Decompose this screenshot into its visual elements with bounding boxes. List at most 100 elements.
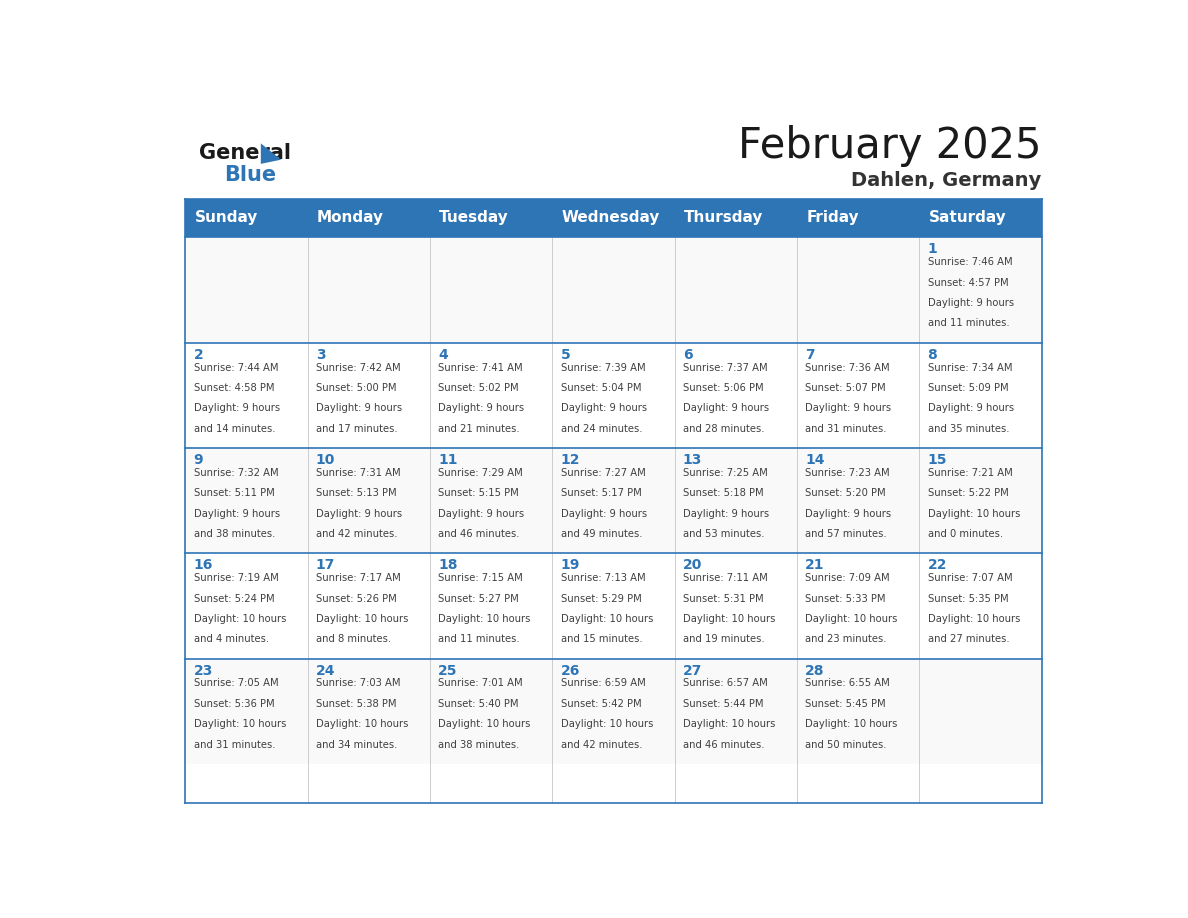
Text: Sunrise: 7:39 AM: Sunrise: 7:39 AM bbox=[561, 363, 645, 373]
Text: and 4 minutes.: and 4 minutes. bbox=[194, 634, 268, 644]
Text: Daylight: 9 hours: Daylight: 9 hours bbox=[928, 403, 1013, 413]
Text: Sunset: 5:02 PM: Sunset: 5:02 PM bbox=[438, 383, 519, 393]
Text: Sunrise: 7:03 AM: Sunrise: 7:03 AM bbox=[316, 678, 400, 688]
Text: and 38 minutes.: and 38 minutes. bbox=[438, 740, 519, 750]
Text: and 50 minutes.: and 50 minutes. bbox=[805, 740, 886, 750]
Text: and 35 minutes.: and 35 minutes. bbox=[928, 424, 1009, 433]
Text: Daylight: 9 hours: Daylight: 9 hours bbox=[683, 403, 769, 413]
Text: Sunrise: 7:44 AM: Sunrise: 7:44 AM bbox=[194, 363, 278, 373]
Text: and 53 minutes.: and 53 minutes. bbox=[683, 529, 764, 539]
Text: Sunrise: 7:34 AM: Sunrise: 7:34 AM bbox=[928, 363, 1012, 373]
Text: and 27 minutes.: and 27 minutes. bbox=[928, 634, 1009, 644]
Text: Sunrise: 7:15 AM: Sunrise: 7:15 AM bbox=[438, 573, 523, 583]
Text: 14: 14 bbox=[805, 453, 824, 467]
Text: Daylight: 9 hours: Daylight: 9 hours bbox=[438, 509, 524, 519]
Bar bbox=[552, 448, 675, 554]
Bar bbox=[552, 238, 675, 342]
Text: and 28 minutes.: and 28 minutes. bbox=[683, 424, 764, 433]
Text: and 23 minutes.: and 23 minutes. bbox=[805, 634, 886, 644]
Bar bbox=[920, 448, 1042, 554]
Text: 18: 18 bbox=[438, 558, 457, 572]
Text: Sunset: 5:36 PM: Sunset: 5:36 PM bbox=[194, 699, 274, 709]
Text: Daylight: 9 hours: Daylight: 9 hours bbox=[561, 509, 646, 519]
Text: Daylight: 10 hours: Daylight: 10 hours bbox=[316, 614, 409, 624]
Text: 21: 21 bbox=[805, 558, 824, 572]
Text: Daylight: 9 hours: Daylight: 9 hours bbox=[316, 403, 402, 413]
Text: Sunrise: 7:32 AM: Sunrise: 7:32 AM bbox=[194, 468, 278, 478]
Text: Sunday: Sunday bbox=[195, 210, 258, 226]
Text: Daylight: 9 hours: Daylight: 9 hours bbox=[194, 403, 279, 413]
Bar bbox=[308, 659, 430, 764]
Bar bbox=[920, 554, 1042, 659]
Text: Sunset: 5:04 PM: Sunset: 5:04 PM bbox=[561, 383, 642, 393]
Text: 7: 7 bbox=[805, 348, 815, 362]
Text: 5: 5 bbox=[561, 348, 570, 362]
Text: General: General bbox=[200, 142, 291, 162]
Text: Sunrise: 7:01 AM: Sunrise: 7:01 AM bbox=[438, 678, 523, 688]
Text: Sunset: 5:44 PM: Sunset: 5:44 PM bbox=[683, 699, 764, 709]
Text: and 46 minutes.: and 46 minutes. bbox=[438, 529, 520, 539]
Text: Thursday: Thursday bbox=[684, 210, 763, 226]
Text: and 11 minutes.: and 11 minutes. bbox=[928, 319, 1009, 329]
Bar bbox=[797, 659, 920, 764]
Bar bbox=[675, 554, 797, 659]
Bar bbox=[920, 342, 1042, 448]
Text: Dahlen, Germany: Dahlen, Germany bbox=[852, 172, 1042, 190]
Text: 28: 28 bbox=[805, 664, 824, 677]
Text: Sunset: 5:27 PM: Sunset: 5:27 PM bbox=[438, 594, 519, 603]
Text: Sunset: 5:22 PM: Sunset: 5:22 PM bbox=[928, 488, 1009, 498]
Text: 22: 22 bbox=[928, 558, 947, 572]
Text: 27: 27 bbox=[683, 664, 702, 677]
Text: Daylight: 10 hours: Daylight: 10 hours bbox=[805, 614, 898, 624]
Bar bbox=[675, 448, 797, 554]
Text: Sunset: 5:09 PM: Sunset: 5:09 PM bbox=[928, 383, 1009, 393]
Text: Daylight: 9 hours: Daylight: 9 hours bbox=[805, 509, 891, 519]
Text: Sunset: 5:40 PM: Sunset: 5:40 PM bbox=[438, 699, 519, 709]
Text: Sunrise: 6:55 AM: Sunrise: 6:55 AM bbox=[805, 678, 890, 688]
Text: Daylight: 10 hours: Daylight: 10 hours bbox=[561, 719, 653, 729]
Text: Sunrise: 7:23 AM: Sunrise: 7:23 AM bbox=[805, 468, 890, 478]
Text: and 8 minutes.: and 8 minutes. bbox=[316, 634, 391, 644]
Bar bbox=[675, 659, 797, 764]
Bar bbox=[185, 198, 1042, 238]
Text: and 38 minutes.: and 38 minutes. bbox=[194, 529, 274, 539]
Text: 6: 6 bbox=[683, 348, 693, 362]
Text: Sunrise: 7:09 AM: Sunrise: 7:09 AM bbox=[805, 573, 890, 583]
Bar bbox=[308, 554, 430, 659]
Text: 25: 25 bbox=[438, 664, 457, 677]
Text: and 49 minutes.: and 49 minutes. bbox=[561, 529, 642, 539]
Text: 17: 17 bbox=[316, 558, 335, 572]
Text: Sunrise: 7:27 AM: Sunrise: 7:27 AM bbox=[561, 468, 645, 478]
Text: 19: 19 bbox=[561, 558, 580, 572]
Text: Sunrise: 7:07 AM: Sunrise: 7:07 AM bbox=[928, 573, 1012, 583]
Text: Sunrise: 7:31 AM: Sunrise: 7:31 AM bbox=[316, 468, 400, 478]
Text: Sunrise: 7:13 AM: Sunrise: 7:13 AM bbox=[561, 573, 645, 583]
Bar bbox=[185, 342, 308, 448]
Text: Sunrise: 7:36 AM: Sunrise: 7:36 AM bbox=[805, 363, 890, 373]
Text: Daylight: 10 hours: Daylight: 10 hours bbox=[316, 719, 409, 729]
Text: and 31 minutes.: and 31 minutes. bbox=[805, 424, 886, 433]
Text: Daylight: 9 hours: Daylight: 9 hours bbox=[316, 509, 402, 519]
Text: Daylight: 10 hours: Daylight: 10 hours bbox=[928, 509, 1020, 519]
Bar bbox=[675, 342, 797, 448]
Text: 26: 26 bbox=[561, 664, 580, 677]
Text: 15: 15 bbox=[928, 453, 947, 467]
Text: Sunrise: 7:11 AM: Sunrise: 7:11 AM bbox=[683, 573, 767, 583]
Text: Sunset: 5:17 PM: Sunset: 5:17 PM bbox=[561, 488, 642, 498]
Bar bbox=[430, 238, 552, 342]
Text: and 15 minutes.: and 15 minutes. bbox=[561, 634, 643, 644]
Text: Sunset: 5:38 PM: Sunset: 5:38 PM bbox=[316, 699, 397, 709]
Text: Sunset: 5:20 PM: Sunset: 5:20 PM bbox=[805, 488, 886, 498]
Text: 12: 12 bbox=[561, 453, 580, 467]
Text: Sunset: 5:13 PM: Sunset: 5:13 PM bbox=[316, 488, 397, 498]
Text: and 46 minutes.: and 46 minutes. bbox=[683, 740, 764, 750]
Text: Daylight: 10 hours: Daylight: 10 hours bbox=[805, 719, 898, 729]
Text: Sunrise: 7:46 AM: Sunrise: 7:46 AM bbox=[928, 257, 1012, 267]
Bar bbox=[552, 554, 675, 659]
Text: Sunrise: 7:17 AM: Sunrise: 7:17 AM bbox=[316, 573, 400, 583]
Bar bbox=[185, 238, 308, 342]
Text: Daylight: 10 hours: Daylight: 10 hours bbox=[683, 614, 776, 624]
Text: and 42 minutes.: and 42 minutes. bbox=[316, 529, 398, 539]
Text: 4: 4 bbox=[438, 348, 448, 362]
Text: Sunrise: 7:37 AM: Sunrise: 7:37 AM bbox=[683, 363, 767, 373]
